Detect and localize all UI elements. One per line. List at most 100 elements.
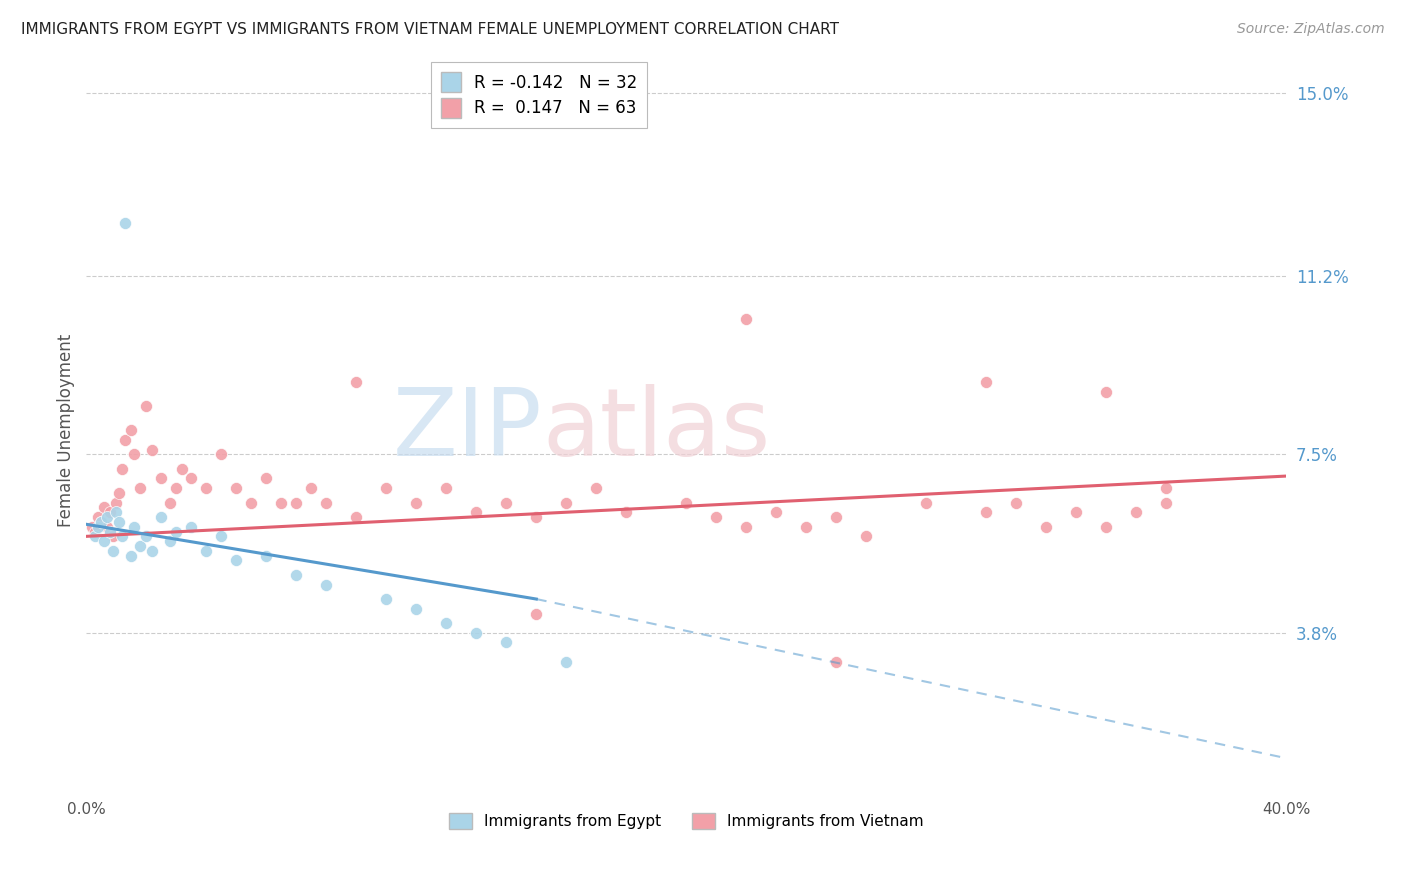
Text: ZIP: ZIP bbox=[392, 384, 543, 476]
Point bbox=[254, 471, 277, 485]
Point bbox=[1095, 519, 1118, 533]
Point bbox=[98, 505, 121, 519]
Point bbox=[585, 481, 607, 495]
Point bbox=[315, 577, 337, 591]
Point bbox=[90, 515, 112, 529]
Point bbox=[82, 519, 104, 533]
Point bbox=[180, 519, 202, 533]
Point bbox=[87, 510, 110, 524]
Point bbox=[141, 442, 163, 457]
Point bbox=[87, 519, 110, 533]
Point bbox=[93, 534, 115, 549]
Point bbox=[172, 462, 194, 476]
Point bbox=[124, 447, 146, 461]
Point bbox=[159, 534, 181, 549]
Point bbox=[315, 495, 337, 509]
Point bbox=[240, 495, 263, 509]
Point bbox=[375, 481, 398, 495]
Point bbox=[96, 510, 118, 524]
Point bbox=[1035, 519, 1057, 533]
Text: atlas: atlas bbox=[543, 384, 770, 476]
Point bbox=[285, 495, 308, 509]
Point bbox=[103, 529, 125, 543]
Point bbox=[114, 433, 136, 447]
Y-axis label: Female Unemployment: Female Unemployment bbox=[58, 334, 75, 527]
Point bbox=[225, 481, 247, 495]
Point bbox=[165, 481, 187, 495]
Point bbox=[270, 495, 292, 509]
Point bbox=[915, 495, 938, 509]
Point bbox=[98, 524, 121, 539]
Point bbox=[704, 510, 727, 524]
Point bbox=[195, 544, 218, 558]
Point bbox=[794, 519, 817, 533]
Point bbox=[299, 481, 322, 495]
Point bbox=[675, 495, 697, 509]
Point bbox=[524, 607, 547, 621]
Point bbox=[150, 471, 173, 485]
Point bbox=[735, 312, 758, 326]
Point bbox=[180, 471, 202, 485]
Point bbox=[855, 529, 877, 543]
Point bbox=[129, 481, 152, 495]
Point bbox=[124, 519, 146, 533]
Point bbox=[120, 549, 142, 563]
Point bbox=[165, 524, 187, 539]
Point bbox=[225, 553, 247, 567]
Point bbox=[405, 495, 427, 509]
Point bbox=[434, 481, 457, 495]
Point bbox=[150, 510, 173, 524]
Point bbox=[84, 529, 107, 543]
Point bbox=[96, 519, 118, 533]
Text: IMMIGRANTS FROM EGYPT VS IMMIGRANTS FROM VIETNAM FEMALE UNEMPLOYMENT CORRELATION: IMMIGRANTS FROM EGYPT VS IMMIGRANTS FROM… bbox=[21, 22, 839, 37]
Point bbox=[976, 375, 998, 389]
Point bbox=[129, 539, 152, 553]
Point bbox=[108, 486, 131, 500]
Point bbox=[254, 549, 277, 563]
Point bbox=[405, 601, 427, 615]
Point bbox=[209, 529, 232, 543]
Point bbox=[135, 529, 157, 543]
Point bbox=[103, 544, 125, 558]
Point bbox=[111, 462, 134, 476]
Point bbox=[1095, 384, 1118, 399]
Point bbox=[825, 510, 848, 524]
Point bbox=[765, 505, 787, 519]
Point bbox=[555, 655, 578, 669]
Point bbox=[465, 625, 488, 640]
Point bbox=[735, 519, 758, 533]
Point bbox=[1156, 495, 1178, 509]
Point bbox=[1066, 505, 1088, 519]
Point bbox=[434, 616, 457, 631]
Point bbox=[555, 495, 578, 509]
Point bbox=[120, 423, 142, 437]
Point bbox=[108, 515, 131, 529]
Point bbox=[1156, 481, 1178, 495]
Point bbox=[111, 529, 134, 543]
Point bbox=[159, 495, 181, 509]
Point bbox=[344, 375, 367, 389]
Point bbox=[105, 505, 128, 519]
Point bbox=[614, 505, 637, 519]
Point bbox=[495, 635, 517, 649]
Point bbox=[465, 505, 488, 519]
Point bbox=[344, 510, 367, 524]
Point bbox=[135, 399, 157, 413]
Point bbox=[825, 655, 848, 669]
Point bbox=[524, 510, 547, 524]
Point bbox=[93, 500, 115, 515]
Point bbox=[375, 592, 398, 607]
Point bbox=[495, 495, 517, 509]
Point bbox=[1125, 505, 1147, 519]
Point bbox=[84, 524, 107, 539]
Point bbox=[90, 515, 112, 529]
Point bbox=[195, 481, 218, 495]
Point bbox=[141, 544, 163, 558]
Point bbox=[976, 505, 998, 519]
Point bbox=[285, 568, 308, 582]
Text: Source: ZipAtlas.com: Source: ZipAtlas.com bbox=[1237, 22, 1385, 37]
Point bbox=[105, 495, 128, 509]
Legend: Immigrants from Egypt, Immigrants from Vietnam: Immigrants from Egypt, Immigrants from V… bbox=[443, 806, 929, 835]
Point bbox=[114, 216, 136, 230]
Point bbox=[209, 447, 232, 461]
